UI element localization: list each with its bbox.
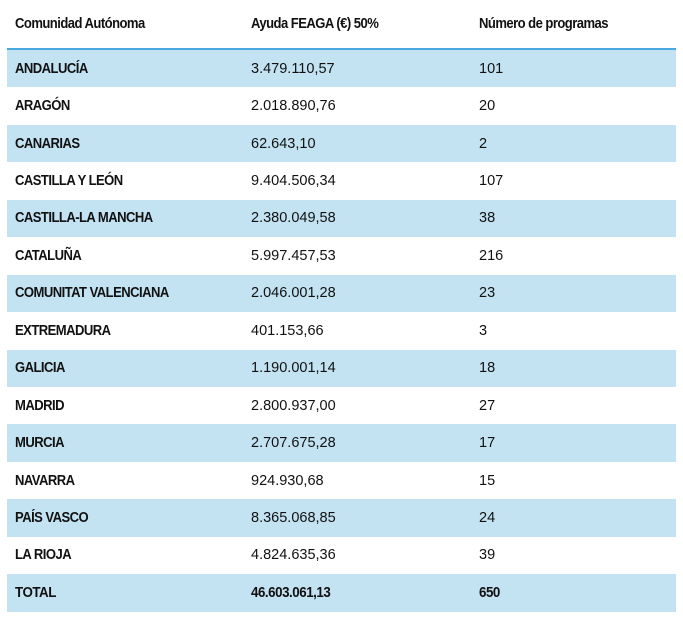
table-row: GALICIA 1.190.001,14 18 [7, 349, 676, 387]
ayuda-cell: 4.824.635,36 [251, 547, 336, 564]
table-row: CASTILLA Y LEÓN 9.404.506,34 107 [7, 162, 676, 199]
ayuda-cell: 401.153,66 [251, 322, 324, 339]
table-body: ANDALUCÍA 3.479.110,57 101 ARAGÓN 2.018.890,… [7, 50, 676, 574]
total-ayuda: 46.603.061,13 [251, 584, 331, 601]
region-cell: NAVARRA [15, 472, 75, 489]
table-row: EXTREMADURA 401.153,66 3 [7, 312, 676, 349]
table-row: MURCIA 2.707.675,28 17 [7, 424, 676, 462]
table-row: ANDALUCÍA 3.479.110,57 101 [7, 50, 676, 88]
ayuda-cell: 2.800.937,00 [251, 397, 336, 414]
programas-cell: 17 [479, 435, 496, 452]
total-row: TOTAL 46.603.061,13 650 [7, 574, 676, 612]
table-row: ARAGÓN 2.018.890,76 20 [7, 87, 676, 124]
programas-cell: 15 [479, 472, 496, 489]
programas-cell: 101 [479, 60, 504, 77]
ayuda-cell: 5.997.457,53 [251, 247, 336, 264]
programas-cell: 38 [479, 210, 496, 227]
region-cell: CANARIAS [15, 135, 80, 152]
header-region: Comunidad Autónoma [15, 16, 145, 32]
region-cell: LA RIOJA [15, 547, 72, 564]
total-label: TOTAL [15, 584, 56, 601]
header-programas: Número de programas [479, 16, 609, 32]
ayuda-cell: 62.643,10 [251, 135, 316, 152]
ayuda-cell: 3.479.110,57 [251, 60, 335, 77]
programas-cell: 39 [479, 547, 496, 564]
ayuda-cell: 1.190.001,14 [251, 360, 336, 377]
region-cell: CATALUÑA [15, 247, 82, 264]
programas-cell: 2 [479, 135, 488, 152]
programas-cell: 23 [479, 285, 496, 302]
region-cell: MADRID [15, 397, 65, 414]
programas-cell: 216 [479, 247, 504, 264]
total-programas: 650 [479, 584, 500, 601]
ayuda-cell: 2.707.675,28 [251, 435, 336, 452]
ayuda-cell: 8.365.068,85 [251, 509, 336, 526]
programas-cell: 3 [479, 322, 488, 339]
ayuda-cell: 924.930,68 [251, 472, 324, 489]
programas-cell: 24 [479, 509, 496, 526]
ayuda-cell: 9.404.506,34 [251, 173, 336, 190]
table-row: COMUNITAT VALENCIANA 2.046.001,28 23 [7, 274, 676, 313]
table-header: Comunidad Autónoma Ayuda FEAGA (€) 50% N… [7, 0, 676, 50]
table-row: NAVARRA 924.930,68 15 [7, 462, 676, 499]
table-row: PAÍS VASCO 8.365.068,85 24 [7, 499, 676, 537]
region-cell: CASTILLA Y LEÓN [15, 173, 123, 190]
region-cell: ANDALUCÍA [15, 60, 88, 77]
region-cell: PAÍS VASCO [15, 509, 89, 526]
region-cell: ARAGÓN [15, 98, 70, 115]
region-cell: CASTILLA-LA MANCHA [15, 210, 153, 227]
table-row: MADRID 2.800.937,00 27 [7, 387, 676, 424]
region-cell: EXTREMADURA [15, 322, 111, 339]
table-row: LA RIOJA 4.824.635,36 39 [7, 537, 676, 574]
ayuda-cell: 2.046.001,28 [251, 285, 336, 302]
ayuda-cell: 2.380.049,58 [251, 210, 336, 227]
header-ayuda: Ayuda FEAGA (€) 50% [251, 16, 379, 32]
region-cell: COMUNITAT VALENCIANA [15, 285, 169, 302]
table-row: CASTILLA-LA MANCHA 2.380.049,58 38 [7, 199, 676, 238]
region-cell: GALICIA [15, 360, 65, 377]
ayuda-cell: 2.018.890,76 [251, 98, 336, 115]
programas-cell: 107 [479, 173, 504, 190]
table-row: CATALUÑA 5.997.457,53 216 [7, 237, 676, 274]
programas-cell: 20 [479, 98, 496, 115]
programas-cell: 18 [479, 360, 496, 377]
region-cell: MURCIA [15, 435, 65, 452]
feaga-table: Comunidad Autónoma Ayuda FEAGA (€) 50% N… [7, 0, 676, 612]
table-row: CANARIAS 62.643,10 2 [7, 124, 676, 163]
programas-cell: 27 [479, 397, 496, 414]
